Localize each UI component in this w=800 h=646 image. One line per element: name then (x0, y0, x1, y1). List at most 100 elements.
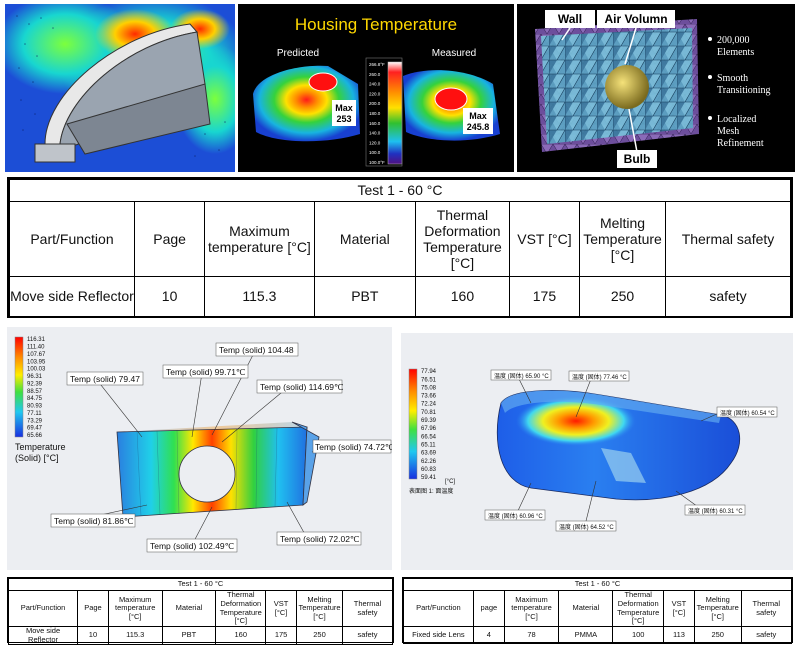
reflector-colorbar-tick-0: 116.31 (27, 337, 46, 343)
big-table-title: Test 1 - 60 °C (9, 179, 791, 202)
table-2-header-5: VST [°C] (662, 590, 695, 627)
table-2-header-3: Material (558, 590, 614, 627)
reflector-colorbar (14, 336, 24, 438)
big-table-header-6: Melting Temperature [°C] (579, 201, 666, 277)
reflector-colorbar-tick-8: 84.75 (27, 396, 43, 402)
table-2-cell-3: PMMA (558, 626, 614, 644)
big-table-header-1: Page (133, 201, 206, 277)
lens-callout-1: 温度 (固体) 65.90 °C (494, 372, 549, 380)
lens-results-table: Test 1 - 60 °C Part/Function page Maximum … (402, 577, 793, 644)
reflector-legend-unit: (Solid) [°C] (15, 453, 59, 463)
big-table-cell-3: PBT (313, 276, 417, 317)
lens-colorbar-tick-2: 75.08 (421, 385, 437, 391)
reflector-colorbar-tick-12: 69.47 (27, 426, 43, 432)
housing-temperature-image: 266.8°F 260.0 240.0 220.0 200.0 180.0 160.0 140… (238, 4, 514, 172)
housing-colorbar-tick-1: 260.0 (369, 72, 381, 77)
table-1-header-1: Page (77, 590, 109, 627)
housing-colorbar-tick-8: 120.0 (369, 140, 381, 145)
measured-label: Measured (432, 48, 476, 59)
mesh-bullet-3a: Localized (717, 114, 756, 125)
housing-colorbar-tick-9: 100.0 (369, 150, 381, 155)
big-table-cell-2: 115.3 (204, 276, 315, 317)
housing-colorbar-tick-7: 140.0 (369, 131, 381, 136)
lens-colorbar-tick-11: 62.26 (421, 459, 437, 465)
predicted-label: Predicted (277, 48, 319, 59)
lens-callout-4: 温度 (固体) 60.31 °C (688, 507, 743, 515)
table-1-header-5: VST [°C] (265, 590, 297, 627)
table-2-cell-7: safety (740, 626, 792, 644)
reflector-colorbar-tick-10: 77.11 (27, 411, 42, 417)
reflector-colorbar-tick-3: 103.95 (27, 359, 46, 365)
table-2-cell-2: 78 (503, 626, 560, 644)
table-1-header-4: Thermal Deformation Temperature [°C] (215, 590, 267, 627)
table-2-cell-0: Fixed side Lens (403, 626, 474, 644)
reflector-colorbar-tick-7: 88.57 (27, 389, 43, 395)
reflector-colorbar-tick-13: 65.66 (27, 433, 43, 439)
mesh-bullet-2b: Transitioning (717, 85, 771, 96)
table-1-cell-1: 10 (77, 625, 109, 646)
big-table-cell-4: 160 (415, 276, 510, 317)
predicted-max-label: Max (335, 103, 353, 113)
reflector-callout-1: Temp (solid) 104.48 (219, 345, 294, 355)
mesh-bullet-1b: Elements (717, 47, 754, 58)
big-table-header-5: VST [°C] (508, 201, 581, 277)
reflector-callout-4: Temp (solid) 114.69℃ (260, 382, 344, 392)
table-2-cell-1: 4 (472, 626, 505, 644)
lens-colorbar-tick-10: 63.69 (421, 451, 437, 457)
lens-colorbar-tick-12: 60.83 (421, 467, 437, 473)
housing-colorbar-tick-6: 160.0 (369, 121, 381, 126)
reflector-callout-6: Temp (solid) 81.86℃ (54, 516, 134, 526)
reflector-callout-3: Temp (solid) 99.71℃ (166, 367, 246, 377)
lens-colorbar-tick-8: 66.54 (421, 434, 437, 440)
mesh-image: Wall Air Volumn Bulb 200,000 Elements Sm… (517, 4, 795, 172)
lens-callout-6: 温度 (固体) 64.52 °C (559, 523, 614, 531)
big-results-table: Test 1 - 60 °C Part/Function Page Maximum … (7, 177, 793, 318)
cfd-airflow-image (5, 4, 235, 172)
housing-title: Housing Temperature (295, 15, 457, 34)
table-2-cell-6: 250 (693, 626, 742, 644)
lens-temperature-plot: 77.94 76.51 75.08 73.66 72.24 70.81 69.39 67.96… (401, 333, 793, 570)
table-2-header-7: Thermal safety (740, 590, 792, 627)
big-table-header-4: Thermal Deformation Temperature [°C] (415, 201, 510, 277)
lens-colorbar-tick-1: 76.51 (421, 377, 437, 383)
lens-colorbar (408, 368, 418, 480)
reflector-colorbar-tick-4: 100.03 (27, 367, 46, 373)
reflector-colorbar-tick-6: 92.39 (27, 381, 43, 387)
reflector-colorbar-tick-2: 107.67 (27, 352, 46, 358)
housing-colorbar-tick-4: 200.0 (369, 101, 381, 106)
lens-colorbar-tick-0: 77.94 (421, 369, 437, 375)
table-2-header-0: Part/Function (403, 590, 474, 627)
reflector-callout-8: Temp (solid) 72.02℃ (280, 534, 360, 544)
table-1-cell-5: 175 (265, 625, 297, 646)
table-1-header-3: Material (161, 590, 217, 627)
lens-callout-3: 温度 (固体) 60.54 °C (720, 409, 775, 417)
table-2-cell-5: 113 (662, 626, 695, 644)
housing-colorbar-tick-5: 180.0 (369, 111, 381, 116)
table-2-header-6: Melting Temperature [°C] (693, 590, 742, 627)
table-2-header-2: Maximum temperature [°C] (503, 590, 560, 627)
lens-colorbar-tick-7: 67.96 (421, 426, 437, 432)
mesh-bulb-label: Bulb (624, 152, 651, 166)
table-1-title: Test 1 - 60 °C (8, 578, 393, 591)
reflector-callout-7: Temp (solid) 102.49℃ (150, 541, 235, 551)
lens-callout-2: 温度 (固体) 77.46 °C (572, 373, 627, 381)
big-table-header-0: Part/Function (9, 201, 135, 277)
table-1-cell-4: 160 (215, 625, 267, 646)
mesh-air-label: Air Volumn (604, 12, 667, 26)
lens-colorbar-tick-9: 65.11 (421, 442, 436, 448)
reflector-callout-2: Temp (solid) 79.47 (70, 374, 140, 384)
lens-unit: [°C] (445, 479, 455, 485)
measured-max-value: 245.8 (467, 122, 490, 132)
lens-colorbar-tick-3: 73.66 (421, 394, 437, 400)
big-table-header-2: Maximum temperature [°C] (204, 201, 315, 277)
predicted-max-value: 253 (336, 114, 351, 124)
table-1-header-7: Thermal safety (342, 590, 393, 627)
table-1-cell-3: PBT (161, 625, 217, 646)
reflector-colorbar-tick-1: 111.40 (27, 344, 45, 350)
big-table-cell-0: Move side Reflector (9, 276, 135, 317)
reflector-colorbar-tick-9: 80.93 (27, 404, 43, 410)
table-2-title: Test 1 - 60 °C (403, 578, 792, 591)
table-2-header-4: Thermal Deformation Temperature [°C] (612, 590, 664, 627)
lens-callout-5: 温度 (固体) 60.96 °C (488, 512, 543, 520)
table-2-header-1: page (472, 590, 505, 627)
